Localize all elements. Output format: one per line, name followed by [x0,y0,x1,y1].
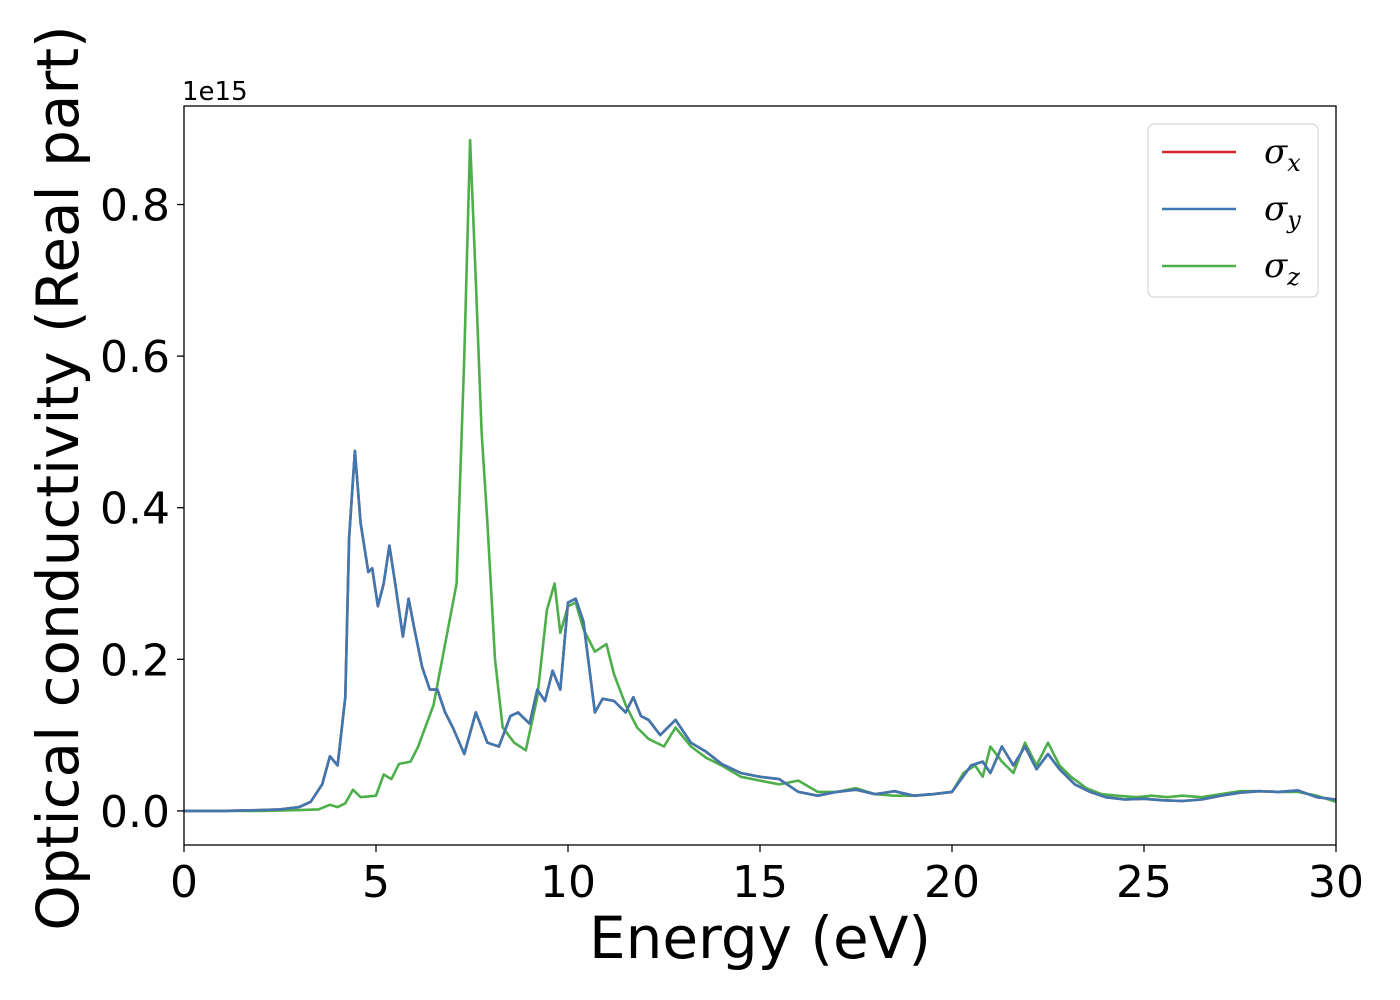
x-axis-label: Energy (eV) [589,904,931,972]
y-tick-label: 0.2 [100,635,170,686]
series-line-z [184,138,1336,813]
x-tick-label: 15 [732,857,788,908]
x-tick-label: 10 [540,857,596,908]
y-axis-label: Optical conductivity (Real part) [24,25,92,930]
x-tick-label: 30 [1308,857,1364,908]
x-tick-label: 20 [924,857,980,908]
y-tick-label: 0.8 [100,181,170,232]
y-tick-label: 0.0 [100,787,170,838]
legend-box [1147,123,1319,298]
series-line-y [184,449,1336,813]
y-tick-label: 0.4 [100,484,170,535]
x-tick-label: 5 [362,857,390,908]
legend-label-x: σx [1264,132,1301,177]
x-axis: 0 5 10 15 20 25 30 [170,845,1364,908]
y-offset-label: 1e15 [182,77,248,107]
legend-label-y: σy [1264,189,1301,234]
y-axis: 0.0 0.2 0.4 0.6 0.8 [100,181,184,838]
y-tick-label: 0.6 [100,332,170,383]
x-tick-label: 0 [170,857,198,908]
legend-label-z: σz [1264,246,1300,291]
legend: σx σy σz [1147,123,1319,298]
x-tick-label: 25 [1116,857,1172,908]
series-layer [184,138,1336,813]
